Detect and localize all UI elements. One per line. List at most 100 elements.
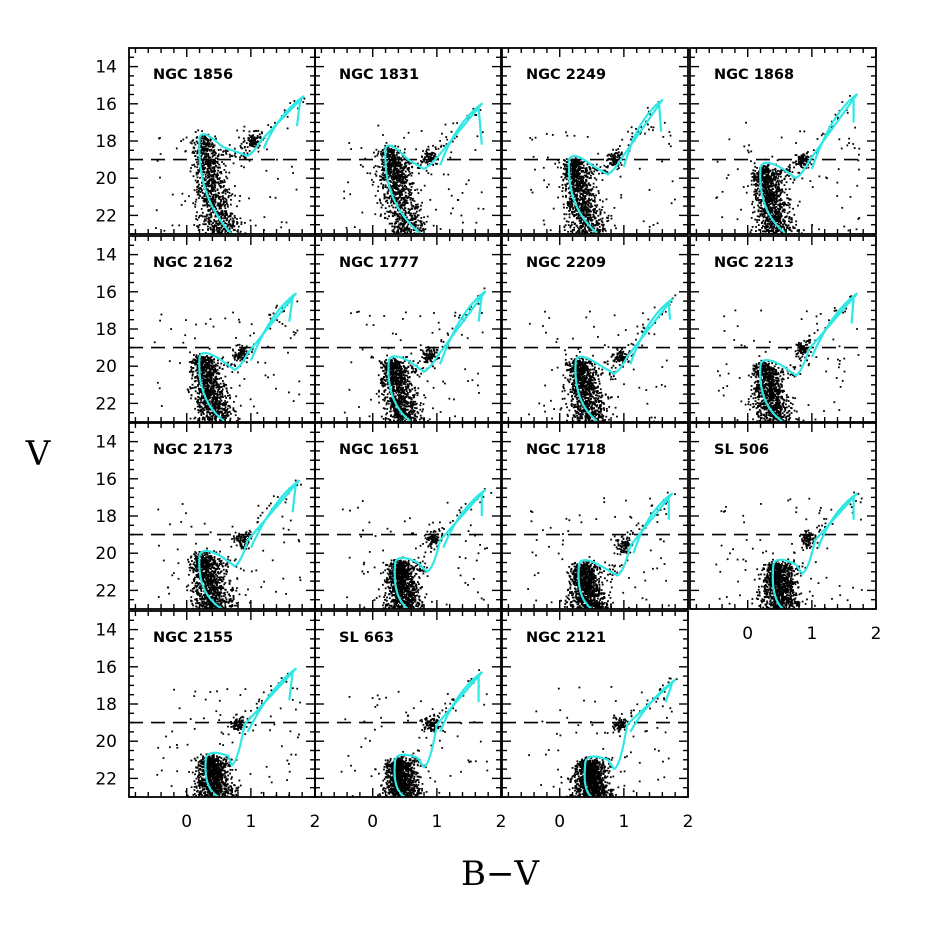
isochrone-line (198, 95, 305, 234)
star-point (766, 186, 768, 189)
star-point (412, 197, 414, 200)
star-point (155, 209, 158, 212)
star-point (193, 224, 196, 226)
star-point (217, 195, 220, 197)
star-point (563, 159, 565, 161)
star-point (234, 152, 237, 155)
star-point (581, 210, 583, 213)
star-point (214, 196, 217, 199)
star-point (616, 152, 619, 154)
star-point (758, 215, 761, 218)
star-point (763, 208, 766, 210)
star-point (585, 192, 588, 194)
star-point (208, 142, 211, 144)
star-point (753, 162, 756, 165)
star-point (378, 166, 381, 168)
star-point (250, 141, 253, 144)
star-point (197, 180, 199, 183)
star-point (777, 203, 779, 206)
star-point (601, 179, 604, 181)
star-point (585, 210, 587, 213)
star-point (226, 226, 228, 228)
star-point (580, 226, 583, 229)
star-point (564, 165, 566, 168)
star-point (612, 164, 614, 167)
star-point (399, 189, 402, 192)
star-point (771, 223, 774, 225)
star-point (570, 202, 573, 205)
star-point (221, 209, 224, 212)
star-point (589, 238, 591, 240)
star-point (602, 225, 604, 227)
star-point (400, 157, 403, 159)
star-point (581, 180, 584, 182)
star-point (218, 203, 221, 206)
star-point (583, 208, 586, 211)
star-point (570, 224, 573, 226)
star-point (375, 148, 378, 151)
star-point (561, 190, 564, 192)
star-point (204, 204, 206, 207)
star-point (791, 218, 793, 221)
star-point (215, 222, 218, 224)
star-point (568, 216, 571, 219)
star-point (204, 138, 207, 141)
star-point (381, 166, 384, 168)
star-point (421, 201, 423, 204)
star-point (389, 195, 392, 198)
star-point (599, 213, 602, 216)
star-point (580, 217, 583, 220)
star-point (577, 183, 579, 186)
star-point (610, 155, 613, 158)
star-point (589, 168, 591, 171)
star-point (771, 191, 774, 193)
star-point (246, 152, 249, 155)
star-point (401, 217, 404, 220)
star-point (208, 195, 210, 197)
star-point (204, 179, 206, 182)
star-point (414, 218, 417, 220)
star-point (207, 218, 210, 221)
star-point (210, 380, 213, 382)
star-point (159, 137, 161, 139)
star-point (593, 194, 595, 197)
star-point (779, 193, 782, 195)
star-point (266, 148, 268, 151)
star-point (840, 147, 843, 150)
star-point (579, 172, 581, 175)
star-point (590, 188, 593, 191)
star-point (460, 214, 463, 217)
star-point (799, 164, 802, 166)
star-point (789, 166, 791, 169)
star-point (194, 205, 197, 208)
star-point (202, 177, 205, 179)
star-point (780, 226, 782, 229)
star-point (192, 175, 195, 178)
star-point (405, 186, 408, 188)
star-point (387, 154, 390, 156)
star-point (787, 169, 790, 172)
star-point (761, 169, 764, 172)
star-point (406, 216, 408, 219)
star-point (204, 153, 207, 156)
star-point (409, 198, 412, 201)
star-point (393, 184, 396, 187)
star-point (396, 226, 398, 228)
star-point (858, 217, 861, 219)
star-point (775, 216, 777, 219)
star-point (770, 181, 773, 184)
star-point (197, 401, 199, 403)
star-point (213, 200, 216, 203)
star-point (401, 204, 404, 206)
star-point (776, 200, 779, 203)
star-point (193, 189, 196, 192)
star-point (619, 153, 622, 156)
star-point (204, 149, 207, 152)
star-point (582, 212, 585, 215)
star-point (213, 181, 215, 183)
star-point (594, 204, 596, 207)
star-point (380, 213, 382, 216)
star-point (229, 214, 232, 216)
star-point (816, 138, 819, 140)
star-point (202, 143, 205, 146)
